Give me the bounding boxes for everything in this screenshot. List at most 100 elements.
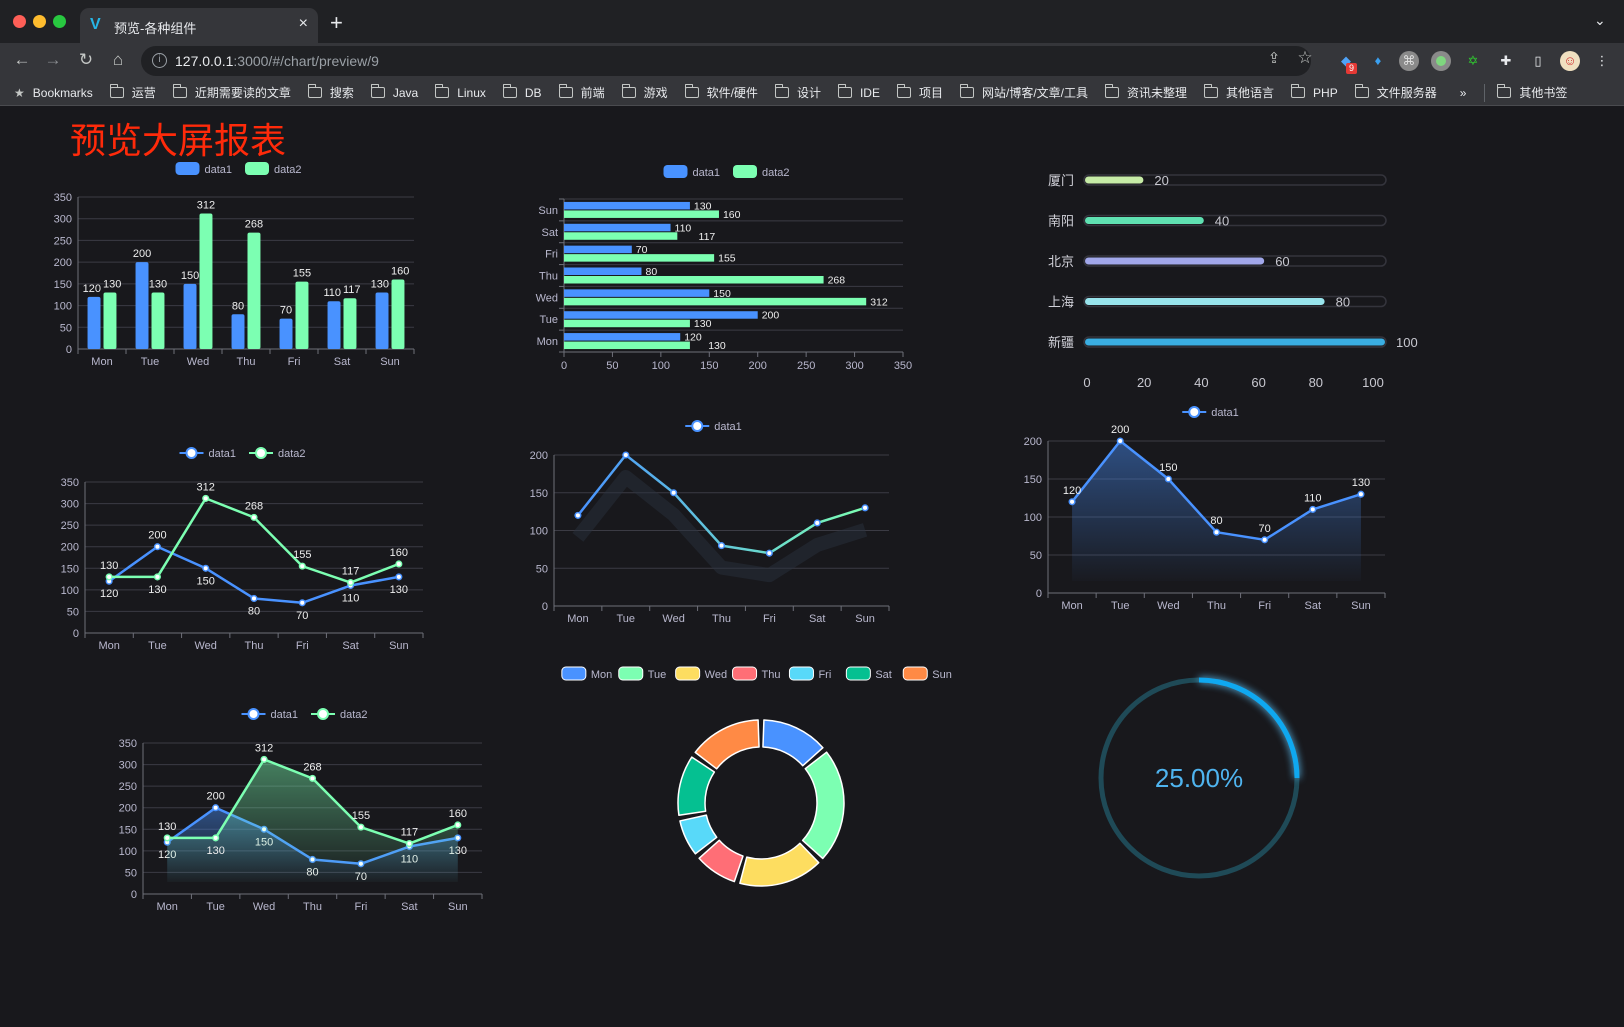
forward-icon[interactable]: →	[44, 50, 62, 69]
bookmark-folder[interactable]: 搜索	[307, 84, 354, 101]
bookmark-folder[interactable]: Java	[370, 84, 418, 101]
data-point	[347, 578, 355, 587]
side-panel-icon[interactable]: ▯	[1534, 53, 1542, 68]
y-tick-label: Mon	[537, 336, 558, 348]
legend-swatch-icon	[175, 162, 200, 175]
bookmark-folder[interactable]: 游戏	[621, 84, 668, 101]
bookmark-folder[interactable]: 运营	[109, 84, 156, 101]
maximize-window-button[interactable]	[53, 15, 66, 28]
data-point	[212, 834, 220, 842]
y-tick-label: 200	[1024, 436, 1042, 448]
bar-data1	[327, 301, 341, 349]
x-tick-label: Wed	[187, 356, 209, 368]
y-tick-label: 100	[61, 585, 79, 597]
bookmark-folder-other[interactable]: 其他书签	[1497, 84, 1567, 101]
x-tick-label: Mon	[157, 901, 178, 913]
bookmark-folder[interactable]: 项目	[896, 84, 943, 101]
bar-data2	[343, 298, 357, 349]
bookmark-folder[interactable]: 网站/博客/文章/工具	[959, 84, 1088, 101]
legend-label: data1	[205, 164, 233, 176]
legend-item-wed[interactable]: Wed	[675, 666, 727, 681]
legend-swatch-icon	[561, 666, 587, 681]
legend-item-data1[interactable]: data1	[663, 165, 721, 179]
bookmark-folder[interactable]: 软件/硬件	[684, 84, 758, 101]
legend-item-thu[interactable]: Thu	[732, 666, 781, 681]
legend-item-data1[interactable]: data1	[175, 162, 233, 176]
data-point	[212, 804, 220, 812]
folder-icon	[172, 84, 187, 98]
address-bar[interactable]: i 127.0.0.1:3000/#/chart/preview/9 ⇪ ☆	[141, 46, 1313, 76]
progress-label: 厦门	[1048, 173, 1074, 188]
y-tick-label: 350	[54, 192, 72, 204]
site-info-icon[interactable]: i	[152, 53, 167, 68]
legend-item-sun[interactable]: Sun	[902, 666, 952, 681]
y-tick-label: 150	[119, 824, 137, 836]
bookmark-folder[interactable]: DB	[502, 84, 542, 101]
data-point	[405, 839, 413, 848]
tab-search-chevron-icon[interactable]: ⌄	[1594, 12, 1606, 28]
x-tick-label: Fri	[355, 901, 368, 913]
reload-icon[interactable]: ↻	[78, 50, 94, 69]
bookmark-folder[interactable]: 近期需要读的文章	[172, 84, 291, 101]
bar-value-label: 120	[83, 283, 101, 295]
legend-item-sat[interactable]: Sat	[845, 666, 892, 681]
point-value-label: 155	[352, 810, 370, 822]
bookmark-folder[interactable]: 资讯未整理	[1105, 84, 1187, 101]
legend-marker-icon	[255, 447, 267, 459]
x-tick-label: Sat	[809, 613, 826, 625]
new-tab-button[interactable]: +	[330, 10, 343, 35]
legend-item-mon[interactable]: Mon	[561, 666, 612, 681]
point-value-label: 117	[342, 566, 360, 578]
x-tick-label: 0	[561, 360, 567, 372]
star-extension-icon[interactable]: ✡	[1467, 53, 1479, 68]
bookmark-folder[interactable]: 文件服务器	[1354, 84, 1437, 101]
legend-marker-icon	[1188, 406, 1201, 418]
bookmark-folder[interactable]: Linux	[435, 84, 486, 101]
legend-item-data1[interactable]: data1	[241, 708, 299, 721]
folder-icon	[1105, 84, 1119, 98]
data-point	[670, 489, 678, 497]
legend-item-data1[interactable]: data1	[1182, 406, 1239, 419]
bookmark-star-icon[interactable]: ☆	[1297, 48, 1313, 67]
bookmark-folder[interactable]: 前端	[558, 84, 605, 101]
green-dot-extension-icon[interactable]	[1431, 51, 1451, 71]
data-point	[202, 564, 210, 572]
bookmark-folder[interactable]: 设计	[774, 84, 821, 101]
profile-avatar[interactable]: ☺	[1560, 51, 1580, 71]
point-value-label: 160	[449, 808, 467, 820]
close-tab-icon[interactable]: ×	[298, 15, 308, 32]
legend-label: Mon	[591, 669, 612, 681]
point-value-label: 160	[390, 547, 408, 559]
legend-item-data2[interactable]: data2	[245, 162, 302, 176]
command-extension-icon[interactable]: ⌘	[1399, 51, 1419, 71]
legend-item-tue[interactable]: Tue	[618, 666, 667, 681]
data-point	[308, 774, 317, 782]
extension-grid-icon[interactable]: ◆ 9	[1336, 51, 1357, 74]
legend-item-data2[interactable]: data2	[733, 165, 790, 179]
url-text[interactable]: 127.0.0.1:3000/#/chart/preview/9	[175, 53, 379, 69]
legend-item-data2[interactable]: data2	[249, 447, 306, 460]
legend-item-data2[interactable]: data2	[311, 708, 368, 721]
bookmark-folder[interactable]: 其他语言	[1204, 84, 1274, 101]
bookmarks-button[interactable]: ★ Bookmarks	[14, 86, 93, 100]
browser-menu-icon[interactable]: ⋮	[1595, 53, 1609, 68]
extensions-puzzle-icon[interactable]: ✚	[1500, 53, 1512, 68]
gem-extension-icon[interactable]: ♦	[1374, 53, 1382, 68]
legend-item-fri[interactable]: Fri	[788, 666, 831, 681]
back-icon[interactable]: ←	[13, 50, 31, 69]
legend-item-data1[interactable]: data1	[685, 420, 742, 433]
donut-slice-fri	[679, 814, 718, 855]
home-icon[interactable]: ⌂	[112, 50, 124, 69]
share-icon[interactable]: ⇪	[1267, 50, 1281, 67]
legend-item-data1[interactable]: data1	[179, 447, 237, 460]
close-window-button[interactable]	[13, 15, 26, 28]
legend-swatch-icon	[845, 666, 871, 681]
minimize-window-button[interactable]	[33, 15, 46, 28]
bookmark-folder[interactable]: IDE	[837, 84, 880, 101]
point-value-label: 268	[245, 500, 263, 512]
bookmark-folder[interactable]: PHP	[1291, 84, 1338, 101]
tab-active[interactable]: V 预览-各种组件 ×	[80, 8, 318, 43]
bookmarks-overflow-button[interactable]: »	[1459, 85, 1467, 100]
x-tick-label: 150	[700, 360, 718, 372]
x-tick-label: Mon	[1061, 600, 1082, 612]
